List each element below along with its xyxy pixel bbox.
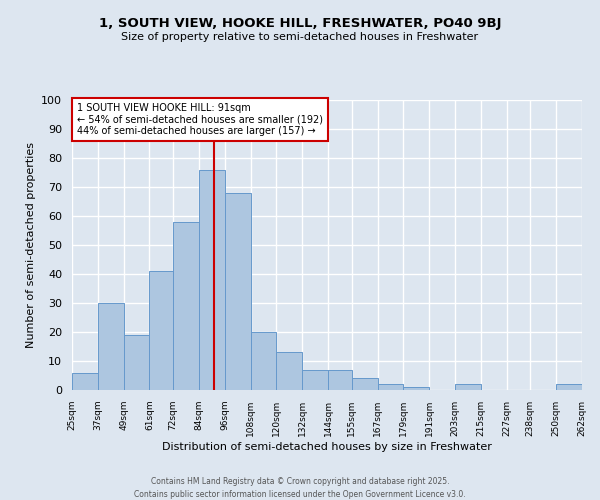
Bar [352, 378, 377, 390]
Text: Contains public sector information licensed under the Open Government Licence v3: Contains public sector information licen… [134, 490, 466, 499]
Bar [403, 387, 429, 390]
Bar [173, 222, 199, 390]
Bar [251, 332, 277, 390]
Text: 1 SOUTH VIEW HOOKE HILL: 91sqm
← 54% of semi-detached houses are smaller (192)
4: 1 SOUTH VIEW HOOKE HILL: 91sqm ← 54% of … [77, 103, 323, 136]
Bar [302, 370, 328, 390]
Bar [556, 384, 582, 390]
Bar [149, 271, 173, 390]
X-axis label: Distribution of semi-detached houses by size in Freshwater: Distribution of semi-detached houses by … [162, 442, 492, 452]
Bar [377, 384, 403, 390]
Bar [98, 303, 124, 390]
Text: Contains HM Land Registry data © Crown copyright and database right 2025.: Contains HM Land Registry data © Crown c… [151, 478, 449, 486]
Bar [455, 384, 481, 390]
Bar [277, 352, 302, 390]
Bar [328, 370, 352, 390]
Text: 1, SOUTH VIEW, HOOKE HILL, FRESHWATER, PO40 9BJ: 1, SOUTH VIEW, HOOKE HILL, FRESHWATER, P… [99, 18, 501, 30]
Bar [124, 335, 149, 390]
Text: Size of property relative to semi-detached houses in Freshwater: Size of property relative to semi-detach… [121, 32, 479, 42]
Y-axis label: Number of semi-detached properties: Number of semi-detached properties [26, 142, 36, 348]
Bar [199, 170, 225, 390]
Bar [72, 372, 98, 390]
Bar [225, 193, 251, 390]
